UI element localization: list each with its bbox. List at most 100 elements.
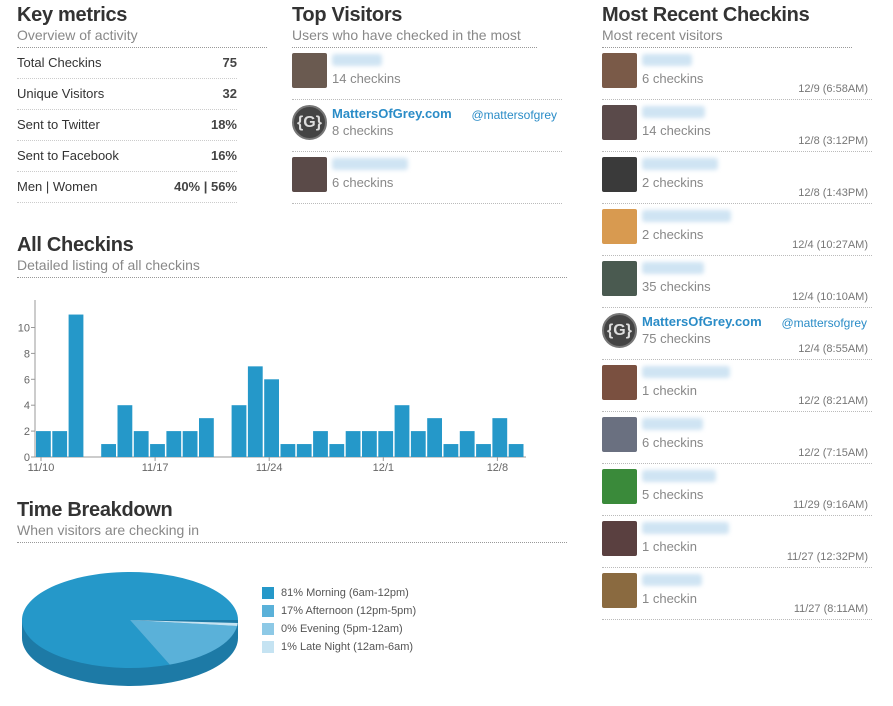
legend-label: 81% Morning (6am-12pm) [281,587,409,599]
visitor-name-link[interactable] [332,158,408,170]
bar-12/2 [394,405,410,457]
visitor-name-link[interactable] [642,418,703,430]
visitor-name-link[interactable] [642,158,718,170]
y-tick-label: 10 [18,323,30,335]
matters-of-grey-logo-icon: {G} [292,105,327,140]
key-metrics-subtitle: Overview of activity [17,27,267,48]
x-tick-label: 12/8 [487,462,508,474]
bar-11/19 [182,431,198,457]
visitor-name-link[interactable] [642,522,729,534]
metric-row: Sent to Facebook 16% [17,141,237,172]
metric-value: 32 [222,86,237,101]
visitor-row: 14 checkins [292,48,562,100]
top-visitors-subtitle: Users who have checked in the most [292,27,537,48]
bar-11/28 [329,444,345,457]
visitor-name-link[interactable] [642,54,692,66]
matters-of-grey-logo-icon: {G} [602,313,637,348]
metric-value: 40% | 56% [174,179,237,194]
checkin-time: 12/4 (10:10AM) [792,291,868,303]
bar-12/1 [378,431,394,457]
metric-value: 16% [210,148,237,163]
bar-11/27 [313,431,328,457]
bar-12/5 [443,444,459,457]
checkin-time: 11/27 (8:11AM) [793,603,868,615]
legend-swatch [262,641,274,653]
avatar[interactable] [602,521,637,556]
avatar[interactable] [602,105,637,140]
bar-11/12 [68,314,84,457]
bar-12/7 [476,444,491,457]
visitor-name-link[interactable]: MattersOfGrey.com [332,106,452,121]
bar-11/30 [362,431,377,457]
avatar[interactable] [602,469,637,504]
visitor-row: 6 checkins 12/2 (7:15AM) [602,412,872,464]
legend-label: 17% Afternoon (12pm-5pm) [281,605,417,617]
twitter-handle-link[interactable]: @mattersofgrey [781,316,867,330]
checkin-count: 1 checkin [642,591,697,606]
visitor-name-link[interactable] [642,262,704,274]
metric-row: Men | Women 40% | 56% [17,172,237,203]
visitor-row: {G} MattersOfGrey.com 8 checkins @mattersof… [292,100,562,152]
y-tick-label: 2 [24,426,30,438]
x-tick-label: 11/10 [28,462,55,474]
twitter-handle-link[interactable]: @mattersofgrey [471,108,557,122]
checkins-bar-chart: 0 2 4 6 8 10 11/10 11/17 11/24 12/1 12/8 [18,300,526,474]
checkin-count: 2 checkins [642,227,704,242]
bar-11/10 [36,431,51,457]
visitor-row: 1 checkin 11/27 (8:11AM) [602,568,872,620]
avatar[interactable] [602,365,637,400]
avatar[interactable] [602,157,637,192]
checkin-count: 14 checkins [332,71,401,86]
bar-11/11 [52,431,68,457]
checkin-count: 14 checkins [642,123,711,138]
visitor-name-link[interactable]: MattersOfGrey.com [642,314,762,329]
visitor-name-link[interactable] [642,574,702,586]
avatar[interactable] [602,261,637,296]
metric-value: 75 [222,55,237,70]
bar-11/23 [247,366,263,457]
checkin-time: 11/29 (9:16AM) [792,499,868,511]
checkin-count: 75 checkins [642,331,711,346]
avatar[interactable] [292,157,327,192]
visitor-row: 2 checkins 12/4 (10:27AM) [602,204,872,256]
metric-row: Sent to Twitter 18% [17,110,237,141]
visitor-name-link[interactable] [332,54,382,66]
all-checkins-section: All Checkins Detailed listing of all che… [17,234,567,278]
checkin-count: 6 checkins [642,71,704,86]
checkin-time: 12/8 (1:43PM) [798,187,868,199]
avatar[interactable] [602,53,637,88]
avatar[interactable] [602,573,637,608]
visitor-name-link[interactable] [642,106,705,118]
checkin-time: 12/2 (7:15AM) [798,447,868,459]
pie-legend: 81% Morning (6am-12pm) 17% Afternoon (12p… [262,584,416,656]
y-tick-label: 0 [24,452,30,464]
bar-12/3 [410,431,426,457]
legend-label: 0% Evening (5pm-12am) [281,623,403,635]
visitor-row: 1 checkin 12/2 (8:21AM) [602,360,872,412]
bar-11/16 [133,431,149,457]
metric-row: Unique Visitors 32 [17,79,237,110]
y-tick-label: 4 [24,400,30,412]
metric-row: Total Checkins 75 [17,48,237,79]
checkin-time: 12/4 (10:27AM) [792,239,868,251]
legend-item: 1% Late Night (12am-6am) [262,638,416,656]
avatar[interactable] [292,53,327,88]
visitor-name-link[interactable] [642,470,716,482]
checkin-count: 6 checkins [642,435,704,450]
checkin-count: 1 checkin [642,383,697,398]
all-checkins-subtitle: Detailed listing of all checkins [17,257,567,278]
metric-value: 18% [210,117,237,132]
legend-swatch [262,587,274,599]
visitor-name-link[interactable] [642,210,731,222]
checkin-count: 8 checkins [332,123,394,138]
legend-item: 0% Evening (5pm-12am) [262,620,416,638]
bar-12/4 [427,418,442,457]
metric-label: Sent to Facebook [17,148,119,163]
visitor-name-link[interactable] [642,366,730,378]
avatar[interactable] [602,417,637,452]
avatar[interactable] [602,209,637,244]
checkin-time: 11/27 (12:32PM) [786,551,868,563]
x-tick-label: 11/17 [142,462,169,474]
checkin-time: 12/9 (6:58AM) [798,83,868,95]
recent-subtitle: Most recent visitors [602,27,852,48]
